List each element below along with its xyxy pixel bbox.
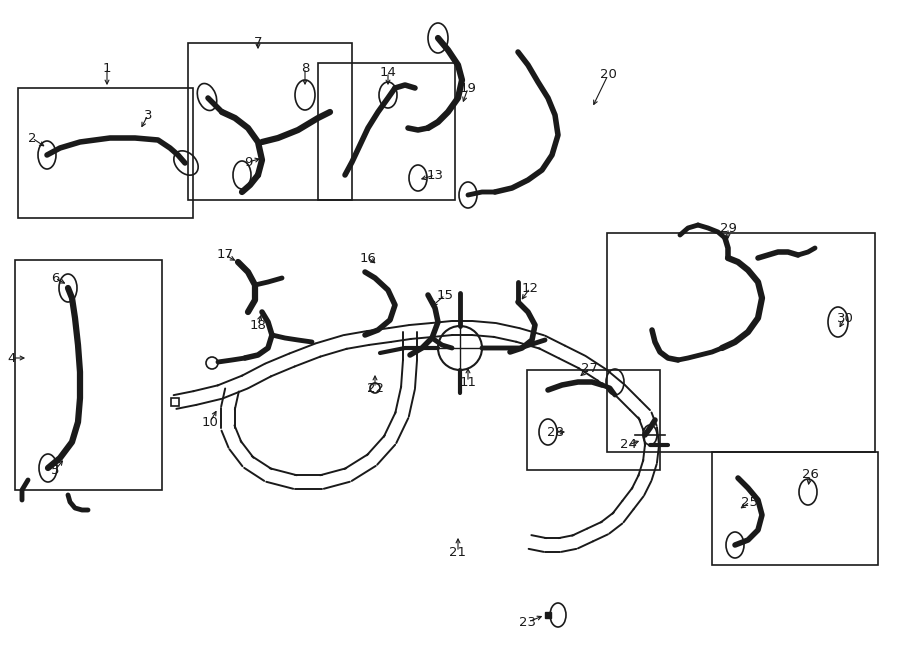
Text: 25: 25	[742, 496, 759, 508]
Text: 29: 29	[720, 221, 736, 235]
Text: 20: 20	[599, 69, 616, 81]
Text: 7: 7	[254, 36, 262, 48]
Text: 28: 28	[546, 426, 563, 438]
Text: 16: 16	[360, 251, 376, 264]
Text: 2: 2	[28, 132, 36, 145]
Text: 24: 24	[619, 438, 636, 451]
Text: 27: 27	[581, 362, 598, 375]
Text: 15: 15	[436, 288, 454, 301]
Text: 13: 13	[427, 169, 444, 182]
Text: 19: 19	[460, 81, 476, 95]
Text: 3: 3	[144, 108, 152, 122]
Text: 4: 4	[8, 352, 16, 364]
Bar	[527, 370, 660, 470]
Text: 30: 30	[837, 311, 853, 325]
Text: 21: 21	[449, 545, 466, 559]
Bar	[15, 260, 162, 490]
Text: 18: 18	[249, 319, 266, 332]
Text: 17: 17	[217, 249, 233, 262]
Text: 22: 22	[366, 381, 383, 395]
Text: 1: 1	[103, 61, 112, 75]
Bar	[18, 88, 193, 218]
Bar	[712, 452, 878, 565]
Text: 6: 6	[50, 272, 59, 284]
Text: 11: 11	[460, 375, 476, 389]
Text: 26: 26	[802, 469, 818, 481]
Text: 9: 9	[244, 155, 252, 169]
Text: 14: 14	[380, 65, 396, 79]
Bar	[607, 233, 875, 452]
Text: 12: 12	[521, 282, 538, 295]
Bar	[188, 43, 352, 200]
Text: 8: 8	[301, 61, 310, 75]
Bar	[318, 63, 455, 200]
Text: 23: 23	[519, 615, 536, 629]
Text: 10: 10	[202, 416, 219, 428]
Text: 5: 5	[50, 463, 59, 477]
